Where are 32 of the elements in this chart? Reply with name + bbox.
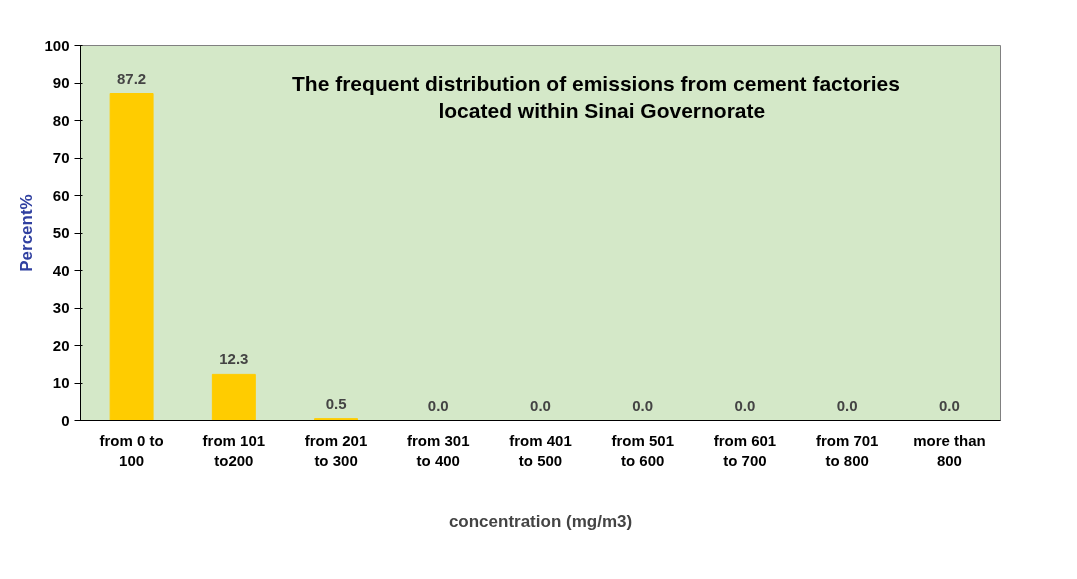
y-tick-label: 70 bbox=[52, 149, 70, 166]
x-tick-label: from 101 to200 bbox=[202, 431, 266, 469]
y-tick-label: 20 bbox=[52, 336, 70, 354]
x-axis-title: concentration (mg/m3) bbox=[448, 511, 633, 531]
data-label: 87.2 bbox=[117, 69, 147, 87]
x-tick-label: from 201 to 300 bbox=[304, 431, 368, 469]
data-label: 0.5 bbox=[325, 394, 347, 412]
y-tick-label: 40 bbox=[52, 261, 70, 279]
y-tick-label: 80 bbox=[52, 111, 70, 129]
y-axis-title: Percent% bbox=[17, 194, 37, 272]
y-tick-label: 50 bbox=[52, 224, 70, 241]
y-tick-label: 0 bbox=[61, 411, 70, 429]
x-tick-label: from 501 to 600 bbox=[611, 431, 674, 469]
data-label: 0.0 bbox=[938, 396, 960, 414]
x-tick-label: from 601 to 700 bbox=[713, 431, 777, 469]
data-label: 12.3 bbox=[219, 350, 249, 368]
data-label: 0.0 bbox=[836, 396, 858, 414]
y-tick-label: 90 bbox=[52, 74, 70, 91]
data-label: 0.0 bbox=[734, 396, 756, 414]
y-tick-label: 10 bbox=[52, 374, 70, 391]
text: The frequent distribution of emissions from cement factories located within Sinai Governorate bbox=[292, 71, 900, 123]
y-tick-label: 100 bbox=[44, 36, 70, 54]
x-tick-label: from 401 to 500 bbox=[509, 431, 572, 469]
y-tick-label: 60 bbox=[52, 186, 70, 204]
x-tick-label: from 0 to 100 bbox=[99, 431, 164, 469]
x-tick-label: from 301 to 400 bbox=[407, 431, 470, 469]
data-label: 0.0 bbox=[427, 396, 449, 414]
x-tick-label: from 701 to 800 bbox=[815, 431, 879, 469]
x-tick-label: more than 800 bbox=[913, 431, 986, 469]
data-label: 0.0 bbox=[530, 396, 551, 414]
data-label: 0.0 bbox=[632, 396, 654, 414]
y-tick-label: 30 bbox=[52, 299, 70, 316]
